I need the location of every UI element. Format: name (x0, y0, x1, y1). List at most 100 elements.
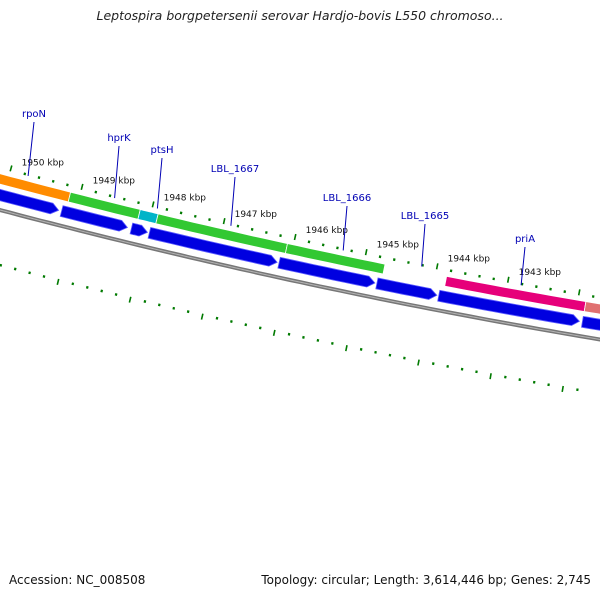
map-title: Leptospira borgpetersenii serovar Hardjo… (96, 8, 504, 23)
tick-mark (208, 218, 211, 222)
tick-mark (378, 255, 382, 259)
cds-arrow[interactable] (147, 227, 278, 267)
cds-arrow[interactable] (437, 289, 581, 326)
tick-mark (506, 276, 510, 283)
tick-mark (287, 332, 291, 336)
gene-leader-line (230, 176, 236, 226)
gene-label-LBL_1665[interactable]: LBL_1665 (401, 211, 449, 222)
tick-mark (85, 285, 89, 289)
tick-mark (143, 299, 147, 303)
tick-mark (272, 329, 276, 336)
tick-mark (0, 263, 3, 267)
gene-block-ptsH[interactable] (137, 209, 159, 225)
tick-mark (250, 227, 254, 231)
gene-leader-line (27, 121, 35, 177)
cds-arrow[interactable] (375, 277, 438, 300)
tick-mark (345, 345, 348, 352)
tick-mark (244, 323, 248, 327)
tick-mark (13, 267, 17, 271)
tick-label-1946: 1946 kbp (306, 226, 349, 236)
tick-mark (222, 218, 226, 225)
tick-mark (407, 261, 410, 264)
cds-arrow[interactable] (59, 205, 129, 232)
tick-mark (42, 275, 46, 278)
tick-labels: 1950 kbp 1949 kbp 1948 kbp 1947 kbp 1946 kbp… (22, 158, 562, 277)
tick-mark (446, 364, 449, 368)
tick-mark (66, 183, 69, 187)
gene-block[interactable] (583, 301, 600, 319)
tick-mark (236, 224, 240, 228)
cds-arrow[interactable] (129, 222, 149, 237)
tick-mark (577, 289, 581, 296)
tick-mark (350, 249, 353, 253)
tick-label-1950: 1950 kbp (22, 158, 65, 168)
tick-mark (165, 208, 169, 212)
tick-mark (100, 289, 104, 293)
cds-arrow[interactable] (0, 188, 60, 215)
tick-mark (23, 172, 27, 176)
tick-mark (186, 310, 190, 314)
tick-mark (137, 201, 140, 205)
tick-label-1948: 1948 kbp (164, 194, 207, 204)
backbone (0, 207, 600, 342)
tick-mark (435, 263, 439, 270)
cds-arrow[interactable] (581, 315, 600, 332)
gene-label-LBL_1667[interactable]: LBL_1667 (211, 164, 259, 175)
tick-mark (331, 341, 334, 345)
tick-mark (549, 287, 552, 291)
tick-mark (392, 258, 396, 262)
feature-ring (0, 173, 600, 319)
tick-mark (307, 240, 311, 244)
outer-tick-marks (9, 165, 595, 298)
gene-label-ptsH[interactable]: ptsH (151, 145, 174, 156)
tick-mark (215, 316, 219, 320)
tick-mark (561, 385, 564, 393)
tick-mark (193, 214, 197, 218)
gene-labels: rpoN hprK ptsH LBL_1667 LBL_1666 LBL_1665 priA (22, 109, 535, 286)
tick-mark (279, 234, 282, 238)
tick-mark (364, 249, 368, 256)
tick-mark (80, 183, 84, 190)
tick-label-1947: 1947 kbp (235, 210, 278, 220)
cds-arrow[interactable] (277, 256, 376, 288)
gene-label-hprK[interactable]: hprK (107, 133, 131, 144)
tick-mark (520, 282, 524, 286)
gene-leader-line (342, 205, 348, 251)
tick-mark (336, 246, 339, 250)
tick-mark (37, 176, 41, 180)
tick-mark (563, 290, 567, 294)
genome-stats-text: Topology: circular; Length: 3,614,446 bp… (261, 573, 591, 587)
accession-text: Accession: NC_008508 (9, 573, 146, 587)
gene-block-LBL_1666[interactable] (284, 243, 386, 275)
gene-label-LBL_1666[interactable]: LBL_1666 (323, 193, 371, 204)
tick-label-1949: 1949 kbp (93, 176, 136, 186)
tick-mark (9, 165, 13, 172)
tick-mark (293, 233, 297, 241)
tick-mark (258, 326, 262, 330)
tick-mark (518, 378, 522, 382)
tick-mark (535, 285, 538, 289)
tick-mark (28, 271, 31, 275)
inner-tick-marks (0, 263, 579, 393)
tick-mark (321, 243, 325, 247)
gene-leader-line (421, 223, 426, 267)
tick-mark (374, 350, 377, 354)
tick-mark (302, 335, 305, 339)
tick-mark (71, 282, 75, 286)
cds-ring (0, 188, 600, 332)
gene-label-rpoN[interactable]: rpoN (22, 109, 46, 120)
tick-mark (179, 211, 183, 215)
tick-mark (230, 320, 233, 323)
tick-mark (265, 231, 268, 234)
tick-mark (417, 359, 420, 366)
gene-label-priA[interactable]: priA (515, 234, 535, 245)
tick-mark (122, 197, 126, 201)
tick-label-1943: 1943 kbp (519, 268, 562, 278)
tick-mark (359, 347, 363, 351)
tick-mark (421, 263, 424, 267)
tick-mark (489, 373, 492, 380)
tick-mark (388, 353, 392, 357)
gene-leader-line (156, 157, 163, 209)
tick-mark (200, 313, 204, 320)
